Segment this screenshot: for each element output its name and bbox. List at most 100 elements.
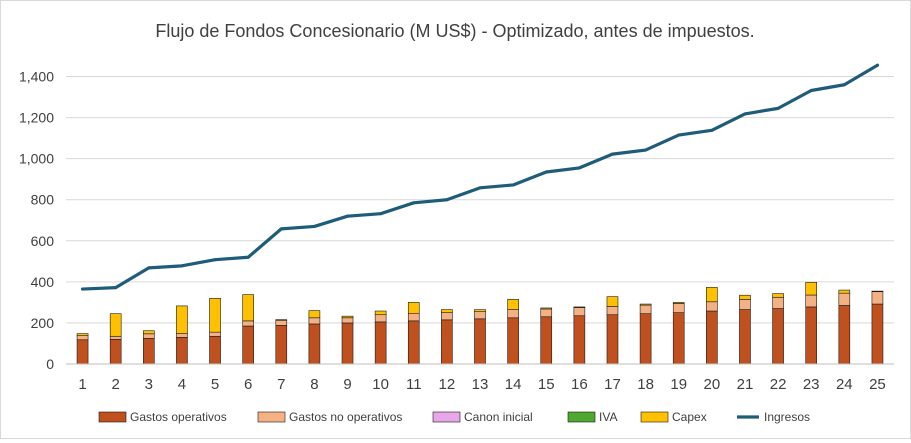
y-tick-label: 400	[31, 274, 55, 290]
ingresos-point	[81, 287, 85, 291]
bar-gastos-operativos	[441, 319, 453, 365]
x-tick-label: 3	[145, 376, 153, 393]
ingresos-point	[677, 133, 681, 137]
bar-capex	[341, 315, 354, 319]
ingresos-point	[412, 201, 416, 205]
ingresos-point	[445, 198, 449, 202]
ingresos-point	[114, 286, 118, 290]
x-tick-label: 12	[439, 376, 456, 393]
bar-gastos-no-operativos	[407, 313, 420, 322]
x-tick-label: 21	[737, 376, 754, 393]
bar-capex	[540, 307, 553, 310]
bar-gastos-no-operativos	[209, 331, 221, 337]
bar-gastos-no-operativos	[441, 312, 453, 321]
bar-gastos-no-operativos	[308, 317, 321, 325]
legend-label: Ingresos	[764, 410, 810, 424]
ingresos-point	[610, 152, 614, 156]
bar-gastos-no-operativos	[672, 303, 685, 313]
bar-capex	[308, 310, 321, 319]
x-tick-label: 15	[538, 376, 555, 393]
bar-capex	[275, 319, 288, 321]
x-tick-label: 25	[869, 376, 886, 393]
y-tick-label: 1,400	[19, 69, 54, 85]
bar-gastos-no-operativos	[639, 304, 652, 314]
ingresos-point	[875, 63, 879, 67]
x-tick-label: 4	[178, 376, 186, 393]
legend-label: Gastos no operativos	[289, 410, 402, 424]
x-tick-label: 2	[112, 376, 120, 393]
bar-gastos-no-operativos	[109, 335, 122, 340]
y-tick-label: 600	[31, 233, 55, 249]
bar-gastos-operativos	[871, 303, 884, 365]
x-tick-label: 8	[310, 376, 318, 393]
bar-capex	[441, 309, 453, 313]
bar-gastos-operativos	[109, 339, 122, 365]
bar-gastos-operativos	[606, 314, 619, 365]
x-tick-label: 20	[703, 376, 720, 393]
legend: Gastos operativos Gastos no operativos Can…	[98, 410, 810, 424]
x-tick-label: 18	[637, 376, 654, 393]
ingresos-point	[279, 227, 283, 231]
ingresos-point	[478, 186, 482, 190]
x-tick-label: 6	[244, 376, 252, 393]
bar-gastos-operativos	[672, 312, 685, 365]
x-tick-label: 23	[803, 376, 820, 393]
bar-gastos-no-operativos	[739, 299, 751, 310]
ingresos-point	[776, 106, 780, 110]
ingresos-point	[743, 112, 747, 116]
bar-gastos-operativos	[838, 305, 851, 365]
bar-gastos-operativos	[540, 316, 553, 365]
legend-label: Capex	[672, 410, 707, 424]
bar-gastos-operativos	[242, 325, 254, 365]
ingresos-point	[809, 88, 813, 92]
legend-swatch-gastos-no-operativos	[257, 411, 286, 423]
bar-gastos-no-operativos	[606, 306, 619, 316]
x-tick-label: 7	[277, 376, 285, 393]
bar-capex	[672, 302, 685, 304]
bar-capex	[209, 297, 221, 333]
bar-gastos-operativos	[341, 322, 354, 365]
x-tick-label: 5	[211, 376, 219, 393]
ingresos-point	[842, 83, 846, 87]
ingresos-point	[147, 266, 151, 270]
bar-capex	[871, 290, 884, 293]
bar-gastos-operativos	[739, 309, 751, 365]
bar-gastos-no-operativos	[76, 335, 89, 341]
x-tick-label: 10	[372, 376, 389, 393]
bar-gastos-operativos	[76, 339, 89, 365]
x-tick-label: 19	[670, 376, 687, 393]
legend-label: IVA	[599, 410, 617, 424]
x-tick-label: 1	[78, 376, 86, 393]
y-axis: 0 200 400 600 800 1,000 1,200 1,400	[19, 69, 54, 372]
bar-capex	[739, 294, 751, 300]
bar-gastos-no-operativos	[143, 333, 155, 339]
bar-gastos-no-operativos	[871, 291, 884, 305]
x-tick-label: 16	[571, 376, 588, 393]
bar-gastos-operativos	[805, 306, 818, 365]
bar-gastos-operativos	[308, 323, 321, 365]
bar-capex	[805, 281, 818, 296]
bar-gastos-no-operativos	[176, 333, 188, 338]
bar-gastos-operativos	[573, 315, 586, 365]
bar-capex	[507, 299, 519, 310]
ingresos-point	[213, 258, 217, 262]
bar-gastos-operativos	[507, 317, 519, 365]
bar-gastos-no-operativos	[573, 307, 586, 317]
bar-gastos-operativos	[374, 321, 387, 365]
ingresos-line-layer	[80, 63, 880, 291]
bar-gastos-operativos	[474, 318, 486, 365]
ingresos-point	[379, 212, 383, 216]
x-tick-label: 11	[406, 376, 422, 393]
bar-gastos-no-operativos	[507, 309, 519, 319]
ingresos-point	[511, 183, 515, 187]
x-tick-label: 14	[505, 376, 522, 393]
bar-capex	[242, 294, 254, 322]
legend-label: Canon inicial	[464, 410, 533, 424]
legend-swatch-iva	[567, 411, 596, 423]
ingresos-point	[644, 148, 648, 152]
ingresos-point	[544, 170, 548, 174]
bar-capex	[838, 289, 851, 294]
bar-gastos-no-operativos	[838, 292, 851, 306]
x-axis: 1 2 3 4 5 6 7 8 9 10 11 12 13 14 15 16 17 18 19 20 21 22 23 24 2…	[66, 363, 894, 393]
